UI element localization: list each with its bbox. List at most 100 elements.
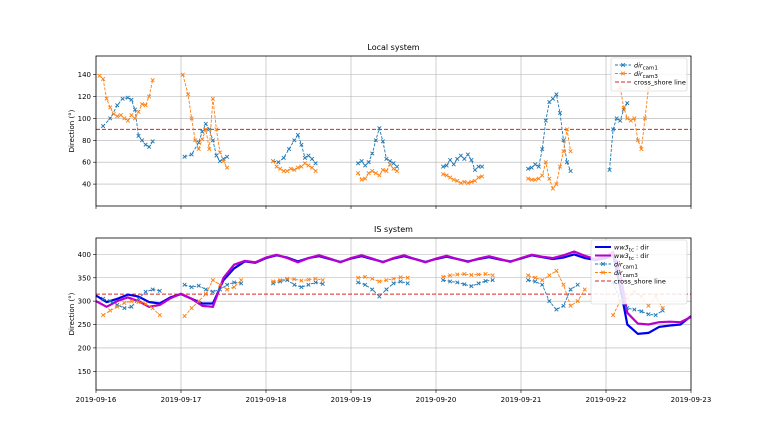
data-point [125, 95, 130, 100]
x-tick-label: 2019-09-16 [76, 396, 117, 404]
data-point [139, 102, 145, 107]
data-point [373, 171, 378, 176]
data-point [568, 168, 573, 174]
data-point [547, 299, 552, 304]
data-point [440, 277, 446, 283]
data-point [224, 165, 230, 170]
data-point [299, 164, 304, 169]
data-point [182, 313, 187, 319]
x-tick-label: 2019-09-18 [246, 396, 287, 404]
data-point [270, 158, 276, 164]
data-point [309, 156, 315, 162]
data-point [306, 277, 311, 282]
data-point [185, 92, 191, 97]
data-point [380, 167, 385, 172]
y-tick-label: 150 [78, 368, 91, 376]
data-point [288, 166, 293, 171]
series-line [609, 102, 628, 170]
data-point [193, 138, 198, 143]
data-point [118, 113, 123, 118]
data-point [313, 161, 318, 166]
data-point [391, 166, 396, 171]
data-point [525, 166, 531, 171]
legend-marker [600, 270, 606, 275]
series-line [357, 126, 398, 167]
data-point [607, 167, 612, 172]
data-point [547, 273, 552, 278]
data-point [355, 161, 361, 166]
data-point [380, 139, 385, 144]
data-point [391, 161, 396, 166]
data-point [483, 278, 488, 284]
data-point [97, 73, 102, 78]
y-tick-label: 200 [78, 344, 91, 352]
data-point [292, 277, 297, 282]
data-point [533, 279, 538, 284]
data-point [355, 171, 361, 176]
data-point [525, 176, 531, 181]
data-point [568, 303, 573, 308]
data-point [359, 177, 364, 182]
data-point [363, 274, 368, 279]
data-point [129, 113, 134, 118]
data-point [391, 276, 396, 281]
data-point [455, 272, 460, 277]
data-point [557, 164, 563, 169]
y-tick-label: 80 [82, 137, 91, 145]
data-point [306, 163, 311, 168]
x-tick-label: 2019-09-22 [586, 396, 627, 404]
data-point [309, 165, 315, 170]
data-point [292, 282, 297, 287]
y-axis-label: Direction (°) [68, 109, 76, 152]
data-point [540, 173, 545, 178]
y-axis-label: Direction (°) [68, 292, 76, 335]
data-point [444, 173, 449, 178]
x-tick-label: 2019-09-20 [416, 396, 457, 404]
data-point [108, 105, 113, 110]
legend-marker [620, 71, 626, 76]
data-point [561, 282, 566, 287]
data-point [476, 281, 481, 286]
data-point [628, 118, 633, 123]
data-point [398, 279, 403, 284]
data-point [610, 127, 616, 132]
data-point [299, 284, 304, 290]
data-point [129, 304, 134, 309]
data-point [150, 306, 155, 311]
data-point [618, 118, 623, 123]
data-point [270, 279, 276, 284]
series-line [273, 133, 316, 164]
series-line [99, 75, 154, 122]
data-point [370, 287, 375, 292]
series-line [102, 288, 160, 309]
data-point [525, 277, 531, 283]
data-point [554, 181, 559, 187]
data-point [564, 127, 570, 132]
data-point [217, 282, 223, 287]
data-point [207, 146, 212, 152]
series-line [184, 281, 242, 293]
data-point [281, 168, 286, 174]
data-point [299, 278, 304, 283]
data-point [139, 138, 145, 143]
data-point [143, 289, 148, 294]
data-point [377, 294, 382, 299]
data-point [455, 280, 460, 285]
series-line [619, 87, 649, 150]
data-point [575, 299, 580, 304]
data-point [200, 137, 205, 142]
data-point [575, 282, 580, 287]
data-point [564, 160, 570, 165]
data-point [646, 312, 651, 317]
series-line [527, 93, 572, 172]
data-point [561, 303, 566, 308]
data-point [302, 155, 308, 160]
data-point [387, 158, 393, 164]
data-point [278, 277, 283, 283]
data-point [366, 171, 371, 176]
data-point [108, 308, 113, 313]
data-point [150, 139, 155, 144]
data-point [540, 277, 545, 283]
